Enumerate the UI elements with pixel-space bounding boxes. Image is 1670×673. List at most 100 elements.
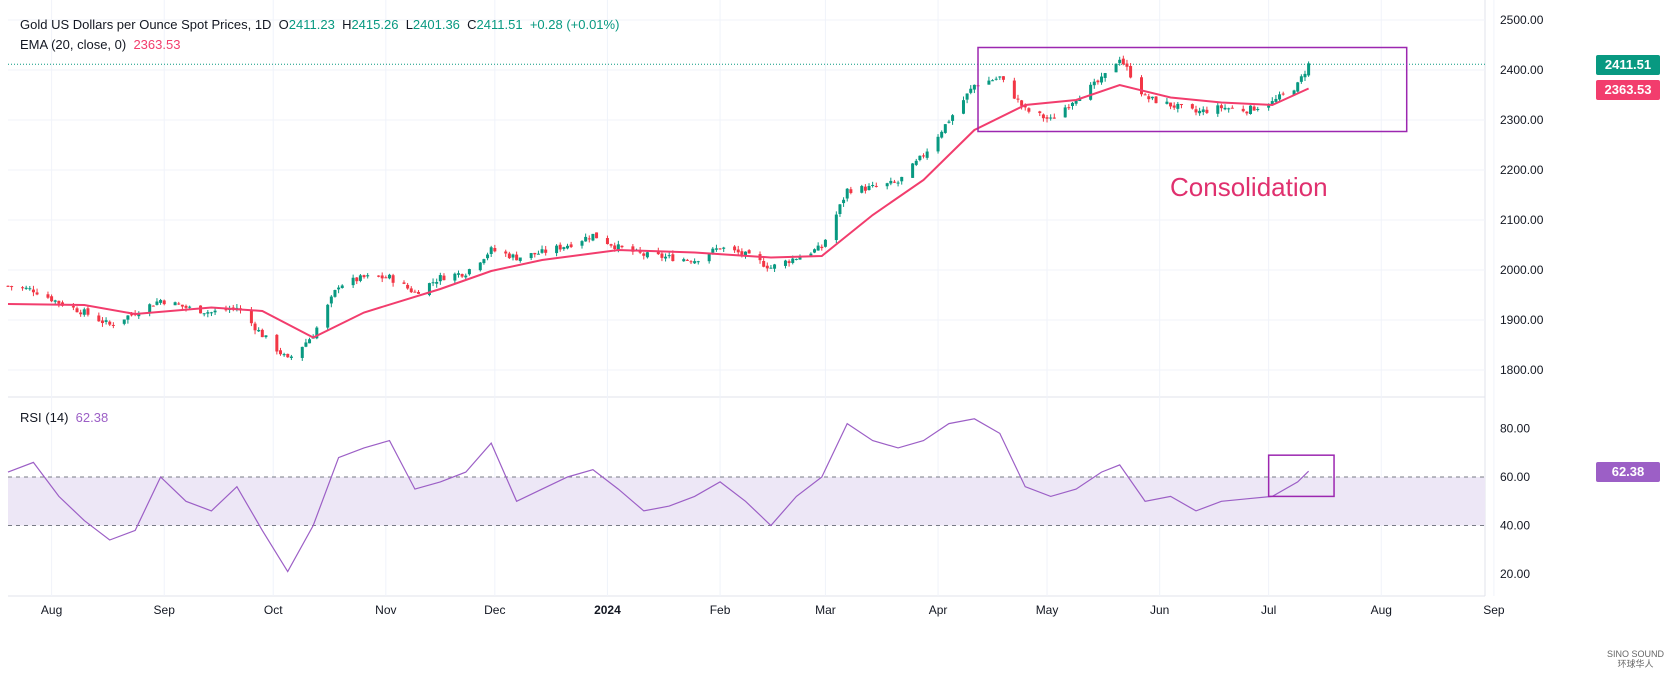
price-tick-label: 2000.00 <box>1500 263 1544 277</box>
candle-up <box>1201 109 1205 113</box>
candle-up <box>456 273 460 275</box>
candle-up <box>565 245 569 249</box>
ema-value: 2363.53 <box>133 37 181 52</box>
time-tick-label: Mar <box>815 603 836 617</box>
candle-down <box>609 244 613 246</box>
price-tick-label: 2300.00 <box>1500 113 1544 127</box>
candle-down <box>35 292 39 295</box>
candle-up <box>1303 73 1307 78</box>
time-tick-label: Jun <box>1150 603 1169 617</box>
price-tick-label: 2500.00 <box>1500 13 1544 27</box>
candle-up <box>969 88 973 93</box>
candle-up <box>486 254 490 259</box>
candle-down <box>249 310 253 324</box>
candle-up <box>823 239 827 247</box>
time-tick-label: Dec <box>484 603 505 617</box>
candle-up <box>722 247 726 249</box>
candle-up <box>529 253 533 259</box>
candle-down <box>253 323 257 331</box>
candle-down <box>685 259 689 261</box>
candle-down <box>1023 104 1027 108</box>
candle-up <box>664 256 668 259</box>
candle-up <box>1296 82 1300 92</box>
candle-up <box>580 241 584 246</box>
candle-up <box>536 253 540 255</box>
candle-up <box>555 245 559 254</box>
candle-down <box>1125 63 1129 67</box>
candle-down <box>762 261 766 267</box>
candle-up <box>1227 108 1231 110</box>
rsi-line <box>7 418 1310 573</box>
time-tick-label: Aug <box>41 603 62 617</box>
candle-down <box>384 277 388 279</box>
candle-up <box>289 356 293 358</box>
rsi-tick-label: 60.00 <box>1500 470 1530 484</box>
candle-down <box>50 296 54 302</box>
candle-up <box>667 255 671 257</box>
candle-up <box>940 131 944 138</box>
candle-down <box>1154 96 1158 104</box>
candle-down <box>162 300 166 305</box>
candle-up <box>889 180 893 184</box>
candle-up <box>1070 102 1074 107</box>
candle-up <box>264 335 268 338</box>
candle-down <box>275 334 279 352</box>
candle-down <box>97 315 101 322</box>
candle-down <box>406 284 410 289</box>
candle-down <box>1172 105 1176 108</box>
candle-down <box>231 307 235 309</box>
candle-down <box>1038 111 1042 114</box>
candle-down <box>417 291 421 294</box>
candle-down <box>1016 98 1020 100</box>
candle-up <box>155 301 159 305</box>
candle-up <box>914 160 918 165</box>
candle-down <box>75 308 79 313</box>
candle-down <box>1179 104 1183 106</box>
candle-up <box>965 93 969 100</box>
candle-up <box>813 249 817 253</box>
candle-down <box>642 253 646 256</box>
candle-down <box>409 288 413 293</box>
candle-down <box>587 238 591 240</box>
candle-up <box>366 275 370 277</box>
candle-up <box>991 80 995 82</box>
candle-down <box>177 303 181 305</box>
candle-down <box>1143 94 1147 96</box>
candle-up <box>1092 81 1096 86</box>
time-tick-label: Oct <box>264 603 283 617</box>
candle-up <box>809 253 813 256</box>
candle-down <box>151 305 155 307</box>
time-tick-label: Jul <box>1261 603 1276 617</box>
candle-up <box>1223 107 1227 110</box>
candle-down <box>1281 93 1285 95</box>
candle-down <box>660 253 664 258</box>
candle-up <box>961 100 965 114</box>
candle-down <box>100 320 104 324</box>
candle-down <box>31 289 35 293</box>
candle-up <box>693 261 697 264</box>
candle-up <box>1307 63 1311 76</box>
low-value: 2401.36 <box>412 17 460 32</box>
price-tick-label: 2100.00 <box>1500 213 1544 227</box>
candle-up <box>794 258 798 260</box>
candle-up <box>743 251 747 257</box>
candle-up <box>714 248 718 250</box>
candle-down <box>111 324 115 326</box>
price-tick-label: 1800.00 <box>1500 363 1544 377</box>
candle-up <box>682 259 686 262</box>
candle-down <box>278 350 282 355</box>
candle-down <box>1027 108 1031 112</box>
candle-up <box>24 287 28 289</box>
close-value: 2411.51 <box>476 17 523 32</box>
candle-up <box>1274 98 1278 102</box>
candle-down <box>1096 80 1100 83</box>
candle-up <box>791 258 795 263</box>
candle-up <box>329 296 333 304</box>
candle-up <box>616 244 620 250</box>
time-tick-label: Sep <box>1483 603 1505 617</box>
candle-up <box>987 80 991 85</box>
candle-down <box>391 275 395 283</box>
candle-up <box>816 245 820 251</box>
candle-up <box>1198 110 1202 114</box>
